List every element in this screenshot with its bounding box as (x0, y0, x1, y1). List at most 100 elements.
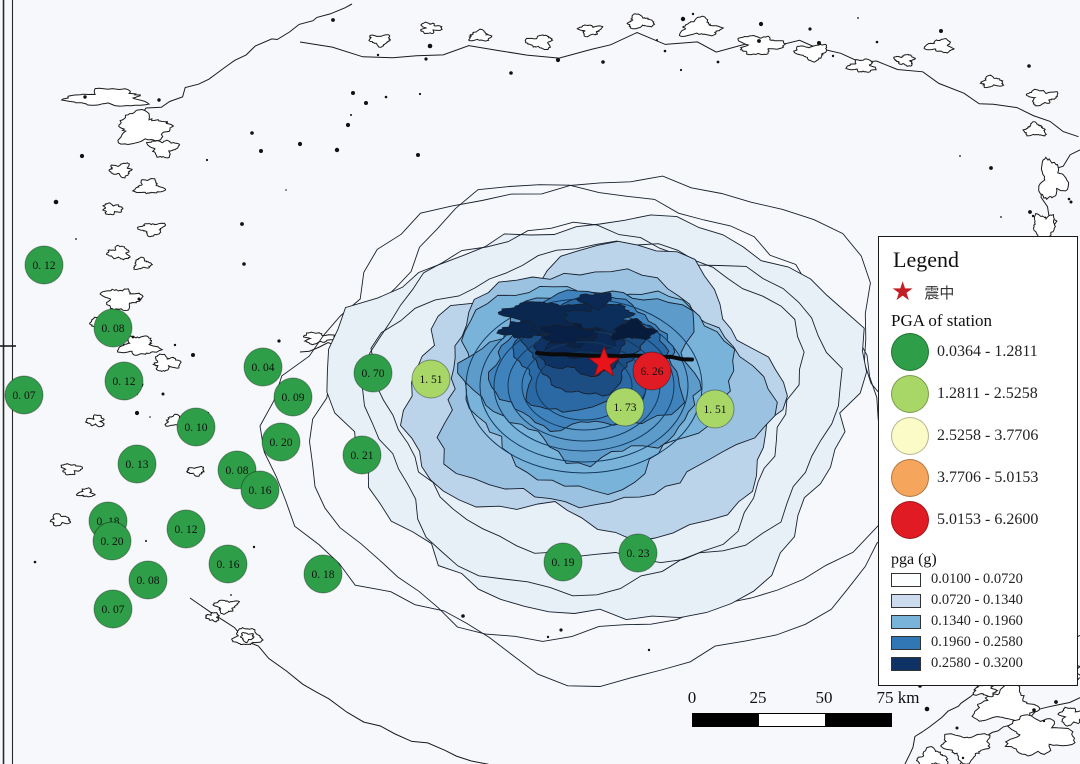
station-value-label: 0. 16 (249, 485, 272, 497)
station-circle (261, 422, 301, 462)
station-marker: 0. 13 (117, 444, 157, 484)
legend-station-class-row: 2.5258 - 3.7706 (891, 415, 1077, 457)
legend-contour-class-row: 0.0720 - 0.1340 (891, 590, 1077, 611)
legend-contour-class-row: 0.1340 - 0.1960 (891, 611, 1077, 632)
station-value-label: 0. 20 (101, 536, 124, 548)
station-value-label: 1. 51 (420, 374, 443, 386)
scale-bar-tick-label: 0 (687, 688, 697, 707)
station-marker: 0. 08 (128, 560, 168, 600)
contour-class-label: 0.1960 - 0.2580 (931, 634, 1023, 650)
scale-bar-tick-label: 25 (749, 688, 767, 707)
contour-class-swatch (891, 614, 921, 629)
scale-bar-segment (759, 714, 825, 726)
epicenter-label: 震中 (924, 285, 955, 302)
station-class-label: 3.7706 - 5.0153 (937, 469, 1039, 486)
station-circle (605, 387, 645, 427)
station-value-label: 0. 09 (282, 392, 305, 404)
contour-class-label: 0.1340 - 0.1960 (931, 613, 1023, 629)
station-circle (117, 444, 157, 484)
contour-class-swatch (891, 635, 921, 650)
station-value-label: 0. 08 (226, 465, 249, 477)
station-value-label: 0. 08 (102, 323, 125, 335)
station-circle (4, 375, 44, 415)
station-circle (208, 544, 248, 584)
legend-contour-class-row: 0.1960 - 0.2580 (891, 632, 1077, 653)
station-circle (618, 533, 658, 573)
station-class-label: 5.0153 - 6.2600 (937, 511, 1039, 528)
station-value-label: 0. 16 (217, 559, 240, 571)
station-circle (92, 521, 132, 561)
station-marker: 0. 08 (93, 308, 133, 348)
station-circle (104, 361, 144, 401)
contour-class-label: 0.2580 - 0.3200 (931, 655, 1023, 671)
station-class-label: 1.2811 - 2.5258 (937, 385, 1038, 402)
station-circle (543, 542, 583, 582)
scale-bar-tick-label: 50 (815, 688, 833, 707)
station-value-label: 0. 13 (126, 459, 149, 471)
legend-contour-class-row: 0.0100 - 0.0720 (891, 569, 1077, 590)
station-marker: 0. 16 (208, 544, 248, 584)
station-marker: 0. 12 (166, 509, 206, 549)
scale-bar: 0 25 50 75 km (682, 688, 919, 730)
station-marker: 0. 07 (4, 375, 44, 415)
station-circle (176, 407, 216, 447)
station-class-swatch (891, 417, 929, 455)
station-marker: 0. 20 (261, 422, 301, 462)
station-marker: 0. 20 (92, 521, 132, 561)
station-circle (240, 470, 280, 510)
station-marker: 0. 10 (176, 407, 216, 447)
station-circle (632, 351, 672, 391)
contour-class-swatch (891, 572, 921, 587)
station-marker: 1. 73 (605, 387, 645, 427)
station-circle (353, 353, 393, 393)
station-marker: 6. 26 (632, 351, 672, 391)
scale-bar-tick-label: 75 km (876, 688, 920, 707)
station-circle (695, 389, 735, 429)
station-circle (303, 554, 343, 594)
station-marker: 0. 16 (240, 470, 280, 510)
station-marker: 0. 12 (104, 361, 144, 401)
station-value-label: 0. 23 (627, 548, 650, 560)
station-marker: 0. 23 (618, 533, 658, 573)
scale-bar-segment (825, 714, 891, 726)
epicenter-star (587, 345, 621, 377)
legend-contour-class-row: 0.2580 - 0.3200 (891, 653, 1077, 674)
contour-class-label: 0.0720 - 0.1340 (931, 592, 1023, 608)
contour-section-title: pga (g) (891, 551, 937, 568)
contour-class-label: 0.0100 - 0.0720 (931, 571, 1023, 587)
station-marker: 0. 09 (273, 377, 313, 417)
station-class-swatch (891, 459, 929, 497)
legend-title: Legend (893, 247, 959, 272)
station-value-label: 0. 12 (113, 376, 136, 388)
station-class-label: 0.0364 - 1.2811 (937, 343, 1038, 360)
station-value-label: 0. 20 (270, 437, 293, 449)
station-marker: 0. 04 (243, 347, 283, 387)
station-circle (411, 359, 451, 399)
pga-contour-field (259, 175, 912, 687)
legend-station-class-row: 0.0364 - 1.2811 (891, 331, 1077, 373)
station-marker: 0. 18 (303, 554, 343, 594)
station-circle (243, 347, 283, 387)
station-marker: 1. 51 (411, 359, 451, 399)
station-value-label: 0. 70 (362, 368, 385, 380)
station-circle (93, 589, 133, 629)
station-class-swatch (891, 501, 929, 539)
station-value-label: 0. 12 (33, 260, 56, 272)
station-value-label: 1. 51 (704, 404, 727, 416)
station-class-swatch (891, 333, 929, 371)
station-class-swatch (891, 375, 929, 413)
legend-station-class-row: 5.0153 - 6.2600 (891, 499, 1077, 541)
station-value-label: 0. 18 (312, 569, 335, 581)
contour-class-list: 0.0100 - 0.0720 0.0720 - 0.1340 0.1340 - 0… (891, 569, 1077, 674)
scale-bar-segment (693, 714, 759, 726)
contour-class-swatch (891, 656, 921, 671)
station-value-label: 1. 73 (614, 402, 637, 414)
station-marker: 0. 19 (543, 542, 583, 582)
station-section-title: PGA of station (891, 311, 993, 330)
fault-line (535, 351, 694, 362)
station-circle (166, 509, 206, 549)
station-value-label: 0. 19 (552, 557, 575, 569)
station-value-label: 0. 07 (102, 604, 125, 616)
legend-epicenter-row: ★ 震中 (891, 278, 1077, 306)
